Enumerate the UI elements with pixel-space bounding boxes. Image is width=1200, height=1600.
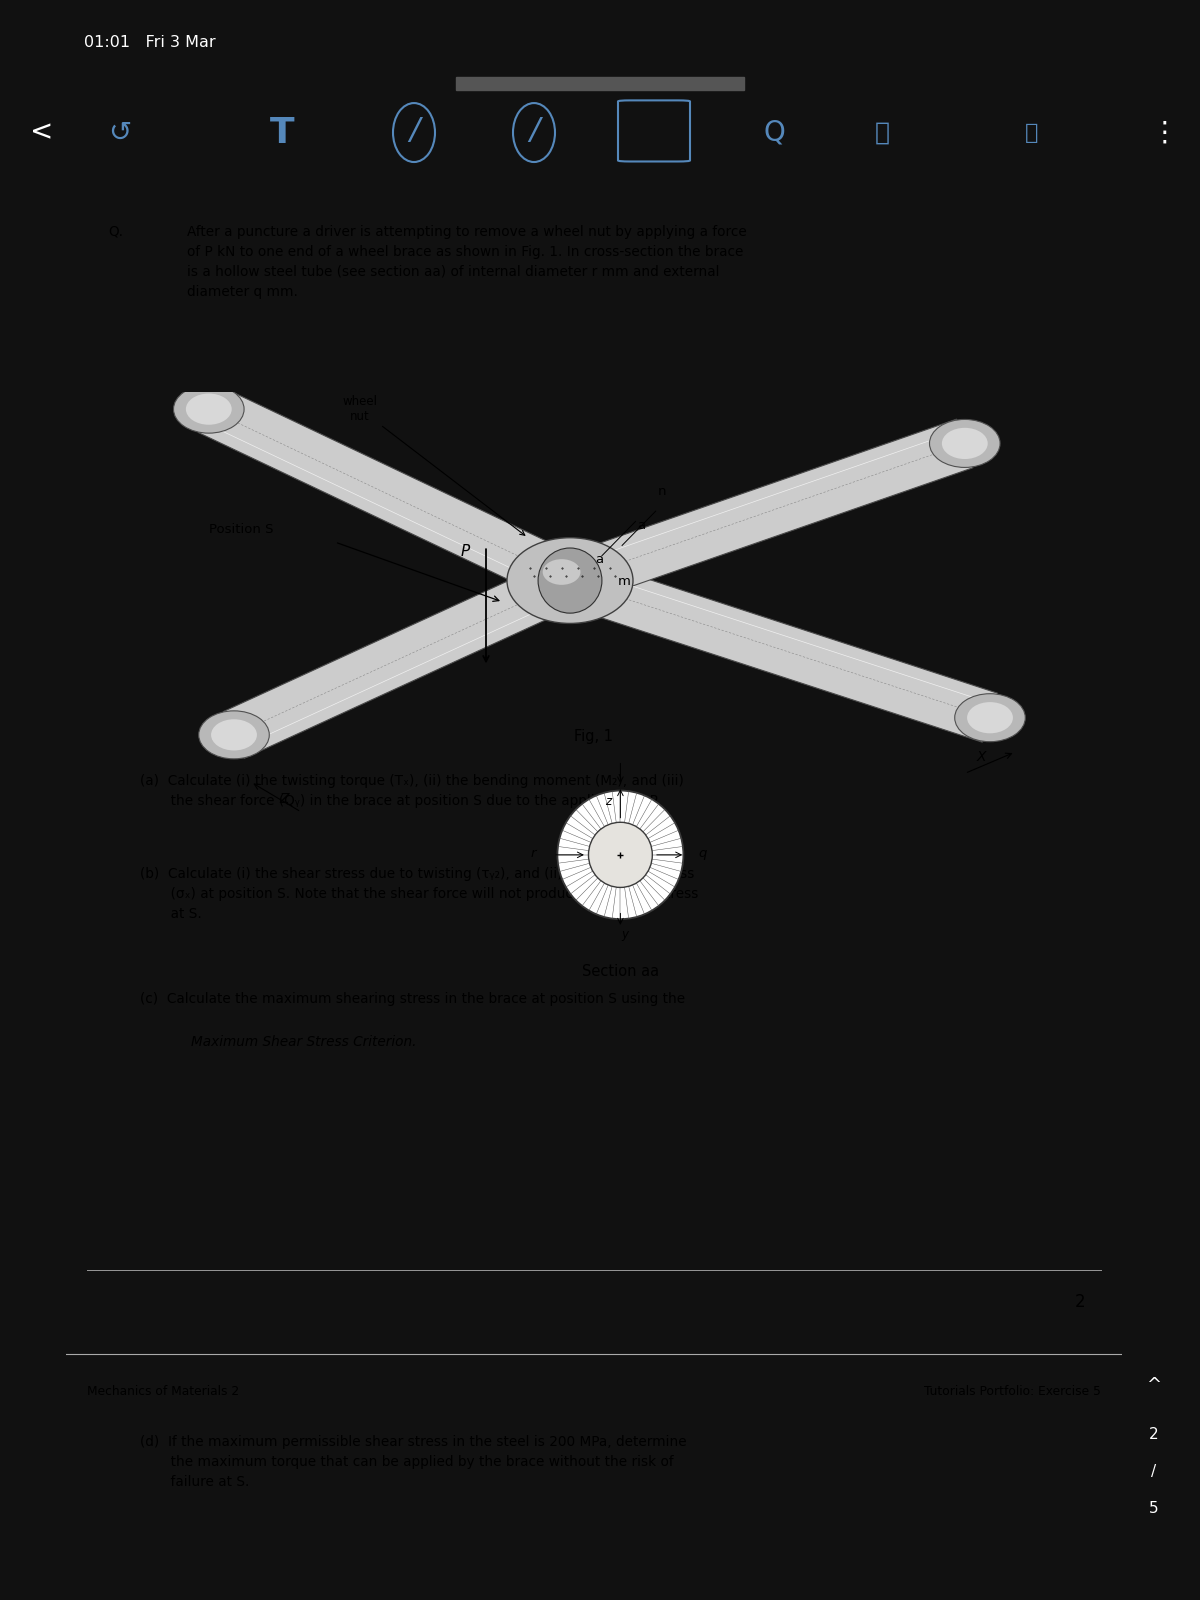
Text: 2: 2 (1074, 1293, 1085, 1310)
Text: ⋮: ⋮ (1150, 118, 1178, 147)
Text: (d)  If the maximum permissible shear stress in the steel is 200 MPa, determine
: (d) If the maximum permissible shear str… (140, 1435, 686, 1490)
Circle shape (588, 822, 653, 888)
Text: wheel
nut: wheel nut (342, 395, 524, 536)
Ellipse shape (186, 394, 232, 424)
Text: Tutorials Portfolio: Exercise 5: Tutorials Portfolio: Exercise 5 (924, 1386, 1100, 1398)
Ellipse shape (542, 558, 581, 586)
Circle shape (557, 790, 684, 918)
Ellipse shape (967, 702, 1013, 733)
Polygon shape (198, 386, 581, 603)
Text: T: T (270, 115, 294, 149)
Text: a: a (595, 554, 604, 566)
Text: ✋: ✋ (875, 120, 889, 144)
Ellipse shape (942, 427, 988, 459)
Ellipse shape (199, 710, 269, 758)
Text: Q: Q (763, 118, 785, 147)
Text: /: / (529, 115, 539, 146)
Text: r: r (530, 846, 536, 859)
Text: z: z (605, 795, 611, 808)
Text: Position S: Position S (209, 523, 274, 536)
Bar (456, 77, 744, 90)
Text: X: X (977, 749, 986, 763)
Text: m: m (618, 574, 631, 587)
Text: n: n (658, 485, 667, 498)
Ellipse shape (508, 538, 634, 624)
Polygon shape (563, 557, 997, 742)
Text: y: y (622, 928, 628, 941)
Text: (c)  Calculate the maximum shearing stress in the brace at position S using the: (c) Calculate the maximum shearing stres… (140, 992, 685, 1006)
Text: Z: Z (280, 792, 289, 806)
Text: ^: ^ (1146, 1376, 1160, 1394)
Text: q: q (698, 846, 707, 859)
Text: 5: 5 (1148, 1501, 1158, 1515)
Circle shape (538, 547, 602, 613)
Text: 01:01   Fri 3 Mar: 01:01 Fri 3 Mar (84, 35, 216, 50)
Text: <: < (30, 118, 54, 147)
Text: (a)  Calculate (i) the twisting torque (Tₓ), (ii) the bending moment (M₂), and (: (a) Calculate (i) the twisting torque (T… (140, 774, 684, 808)
Ellipse shape (955, 694, 1025, 742)
Text: 2: 2 (1148, 1427, 1158, 1442)
Text: Section aa: Section aa (582, 963, 659, 979)
Text: Fig, 1: Fig, 1 (575, 730, 613, 744)
Text: ↺: ↺ (108, 118, 132, 147)
Ellipse shape (174, 386, 244, 434)
Polygon shape (223, 557, 581, 758)
Text: Mechanics of Materials 2: Mechanics of Materials 2 (88, 1386, 239, 1398)
Text: 🎤: 🎤 (1025, 123, 1039, 142)
Text: Maximum Shear Stress Criterion.: Maximum Shear Stress Criterion. (191, 1035, 416, 1050)
Ellipse shape (211, 720, 257, 750)
Ellipse shape (930, 419, 1000, 467)
Text: After a puncture a driver is attempting to remove a wheel nut by applying a forc: After a puncture a driver is attempting … (187, 226, 748, 299)
Text: a: a (637, 518, 646, 533)
Text: /: / (1151, 1464, 1156, 1478)
Text: /: / (409, 115, 419, 146)
Polygon shape (562, 419, 973, 605)
Text: (b)  Calculate (i) the shear stress due to twisting (τᵧ₂), and (ii) the bending : (b) Calculate (i) the shear stress due t… (140, 867, 698, 922)
Text: P: P (461, 544, 469, 558)
Text: Q.: Q. (108, 226, 124, 238)
